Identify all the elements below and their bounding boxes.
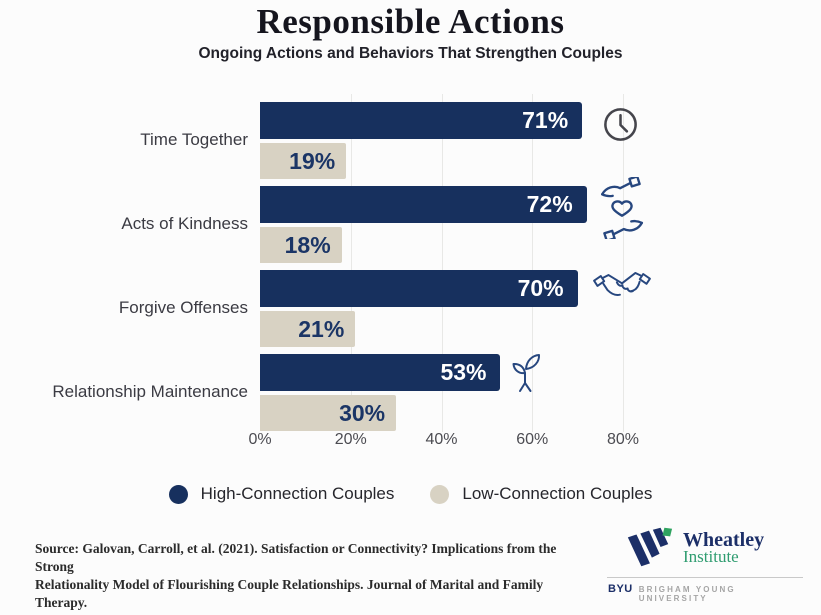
bar-high-connection: 70% [260,270,578,307]
university-wordmark: BRIGHAM YOUNG UNIVERSITY [638,585,736,603]
logo-name-wheatley: Wheatley [683,529,765,551]
bar-value-label: 72% [526,191,573,217]
chart-row-time-together: Time Together 71% 19% [0,102,821,180]
bar-value-label: 53% [440,359,487,385]
sprout-icon [506,351,546,393]
wheatley-institute-logo: Wheatley Institute BYU BRIGHAM YOUNG UNI… [607,527,803,603]
bar-value-label: 71% [522,107,569,133]
hands-holding-heart-icon [594,175,650,242]
logo-name-institute: Institute [683,547,739,566]
gridline [350,94,352,432]
chart-row-acts-of-kindness: Acts of Kindness 72% 18% [0,175,821,264]
source-line-1: Source: Galovan, Carroll, et al. (2021).… [35,541,557,574]
chart-legend: High-Connection Couples Low-Connection C… [0,484,821,504]
legend-item-low-connection: Low-Connection Couples [430,484,652,504]
bar-high-connection: 53% [260,354,501,391]
byu-wordmark: BYU [608,583,633,595]
legend-label: High-Connection Couples [200,484,395,503]
page-subtitle: Ongoing Actions and Behaviors That Stren… [198,45,623,62]
category-label: Relationship Maintenance [52,382,248,401]
x-tick-label: 40% [425,431,458,448]
legend-item-high-connection: High-Connection Couples [168,484,395,504]
wheatley-w-mark-icon [624,527,674,572]
bar-chart: Time Together 71% 19% Acts of Kindness 7… [0,94,821,453]
bar-high-connection: 72% [260,186,587,223]
bar-low-connection: 21% [260,311,356,347]
bar-value-label: 21% [298,315,345,342]
x-axis: 0% 20% 40% 60% 80% [0,431,821,453]
bar-value-label: 70% [517,275,564,301]
category-label: Time Together [140,130,248,149]
clock-icon [601,105,640,144]
category-label: Forgive Offenses [118,298,248,317]
legend-label: Low-Connection Couples [462,484,653,503]
category-label: Acts of Kindness [121,214,248,233]
x-tick-label: 20% [334,431,367,448]
bar-high-connection: 71% [260,102,583,139]
chart-row-forgive-offenses: Forgive Offenses 70% 21% [0,270,821,348]
gridlines [0,94,821,432]
bar-value-label: 30% [339,399,386,426]
chart-row-relationship-maintenance: Relationship Maintenance 53% 30% [0,354,821,432]
handshake-icon [592,269,652,309]
bar-value-label: 18% [284,231,331,258]
bar-value-label: 19% [289,147,336,174]
logo-divider [607,577,803,578]
x-tick-label: 60% [516,431,549,448]
gridline [623,94,624,432]
legend-dot-high [168,484,188,504]
x-tick-label: 80% [606,431,640,448]
bar-low-connection: 30% [260,395,397,431]
gridline [532,94,534,432]
source-citation: Source: Galovan, Carroll, et al. (2021).… [35,540,591,612]
bar-low-connection: 18% [260,227,342,263]
legend-dot-low [430,484,450,504]
page-title: Responsible Actions [256,2,565,41]
x-tick-label: 0% [248,431,272,448]
gridline [441,94,443,432]
bar-low-connection: 19% [260,143,347,179]
source-line-2: Relationality Model of Flourishing Coupl… [35,577,544,610]
